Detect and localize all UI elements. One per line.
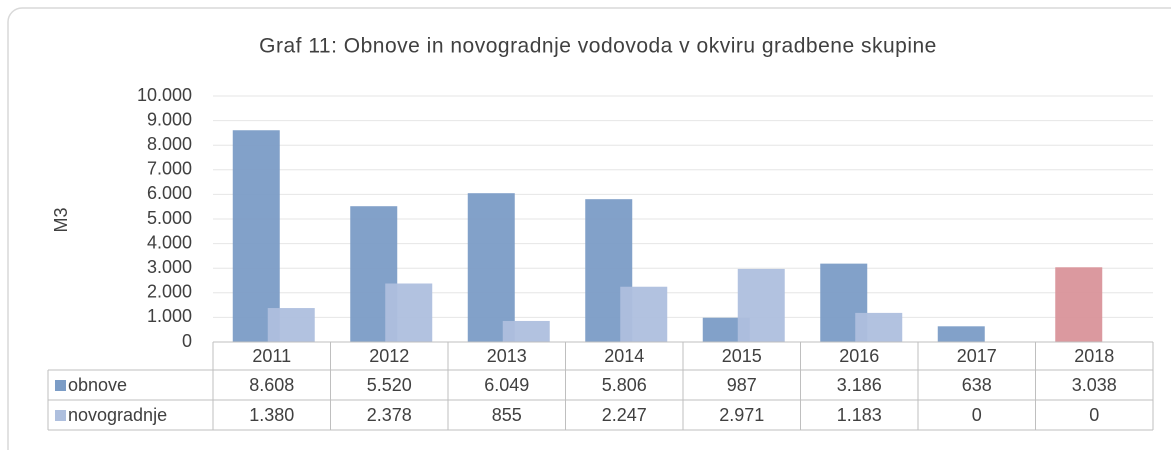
legend-key	[55, 410, 66, 421]
legend-label: obnove	[68, 375, 127, 395]
x-tick-label: 2011	[252, 346, 291, 366]
y-tick-label: 9.000	[147, 109, 192, 129]
y-tick-label: 3.000	[147, 257, 192, 277]
table-value: 2.971	[719, 405, 764, 425]
table-value: 1.183	[837, 405, 882, 425]
table-value: 0	[1089, 405, 1099, 425]
bar	[467, 193, 515, 342]
bar	[937, 326, 985, 342]
x-tick-label: 2017	[957, 346, 997, 366]
x-tick-label: 2018	[1074, 346, 1114, 366]
y-axis-label: M3	[51, 207, 71, 232]
y-tick-label: 10.000	[137, 85, 192, 105]
y-tick-label: 8.000	[147, 134, 192, 154]
table-value: 1.380	[249, 405, 294, 425]
table-value: 638	[962, 375, 992, 395]
y-tick-label: 6.000	[147, 183, 192, 203]
legend-key	[55, 380, 66, 391]
bar	[385, 283, 433, 342]
y-tick-label: 1.000	[147, 306, 192, 326]
table-value: 987	[727, 375, 757, 395]
bar	[620, 286, 668, 342]
bar	[232, 130, 280, 342]
bar	[502, 320, 550, 342]
table-value: 5.806	[602, 375, 647, 395]
table-value: 3.038	[1072, 375, 1117, 395]
table-value: 3.186	[837, 375, 882, 395]
table-value: 855	[492, 405, 522, 425]
chart-title: Graf 11: Obnove in novogradnje vodovoda …	[259, 35, 937, 58]
table-value: 2.247	[602, 405, 647, 425]
y-tick-label: 5.000	[147, 208, 192, 228]
table-value: 5.520	[367, 375, 412, 395]
x-tick-label: 2012	[369, 346, 409, 366]
y-tick-label: 0	[182, 331, 192, 351]
x-tick-label: 2014	[604, 346, 644, 366]
table-value: 8.608	[249, 375, 294, 395]
table-value: 0	[972, 405, 982, 425]
x-tick-label: 2015	[722, 346, 762, 366]
legend-label: novogradnje	[68, 405, 167, 425]
bar	[267, 308, 315, 342]
bar	[737, 268, 785, 342]
y-tick-label: 2.000	[147, 282, 192, 302]
bar	[855, 312, 903, 342]
x-tick-label: 2016	[839, 346, 879, 366]
y-tick-label: 7.000	[147, 159, 192, 179]
bar	[1055, 267, 1103, 342]
table-value: 6.049	[484, 375, 529, 395]
table-value: 2.378	[367, 405, 412, 425]
y-tick-label: 4.000	[147, 232, 192, 252]
x-tick-label: 2013	[487, 346, 527, 366]
